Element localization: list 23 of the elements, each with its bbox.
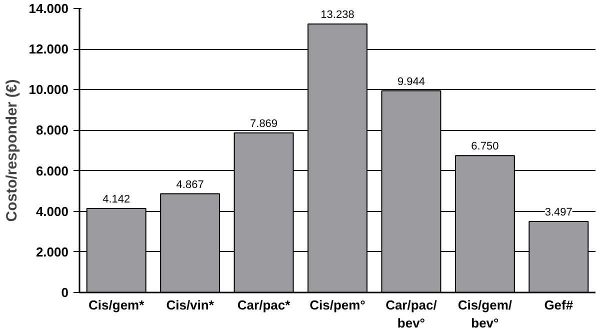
data-label: 7.869 [250,118,278,130]
data-label: 9.944 [397,76,425,88]
data-label: 6.750 [471,140,499,153]
x-tick-label: Gef# [544,298,574,312]
x-tick-label: Cis/gem/bev° [458,298,512,330]
y-tick-label: 10.000 [28,82,69,98]
y-tick-label: 4.000 [36,204,69,219]
x-tick-label: Cis/vin* [166,298,215,312]
y-axis-title: Costo/responder (€) [4,79,21,222]
y-tick-label: 14.000 [28,1,69,16]
y-tick-label: 12.000 [28,42,69,57]
data-label: 4.142 [102,193,130,206]
x-tick-label: Car/pac* [237,298,292,312]
x-tick-label: Cis/pem° [310,298,366,312]
x-tick-label: Cis/gem* [88,298,146,312]
y-tick-label: 8.000 [36,122,69,138]
data-label: 3.497 [544,206,572,219]
y-tick-label: 0 [61,285,69,300]
y-tick-label: 2.000 [36,244,69,260]
data-label: 4.867 [176,178,204,191]
x-tick-label: Car/pac/bev° [386,298,438,330]
y-tick-label: 6.000 [36,163,69,178]
data-label: 13.238 [320,8,354,21]
